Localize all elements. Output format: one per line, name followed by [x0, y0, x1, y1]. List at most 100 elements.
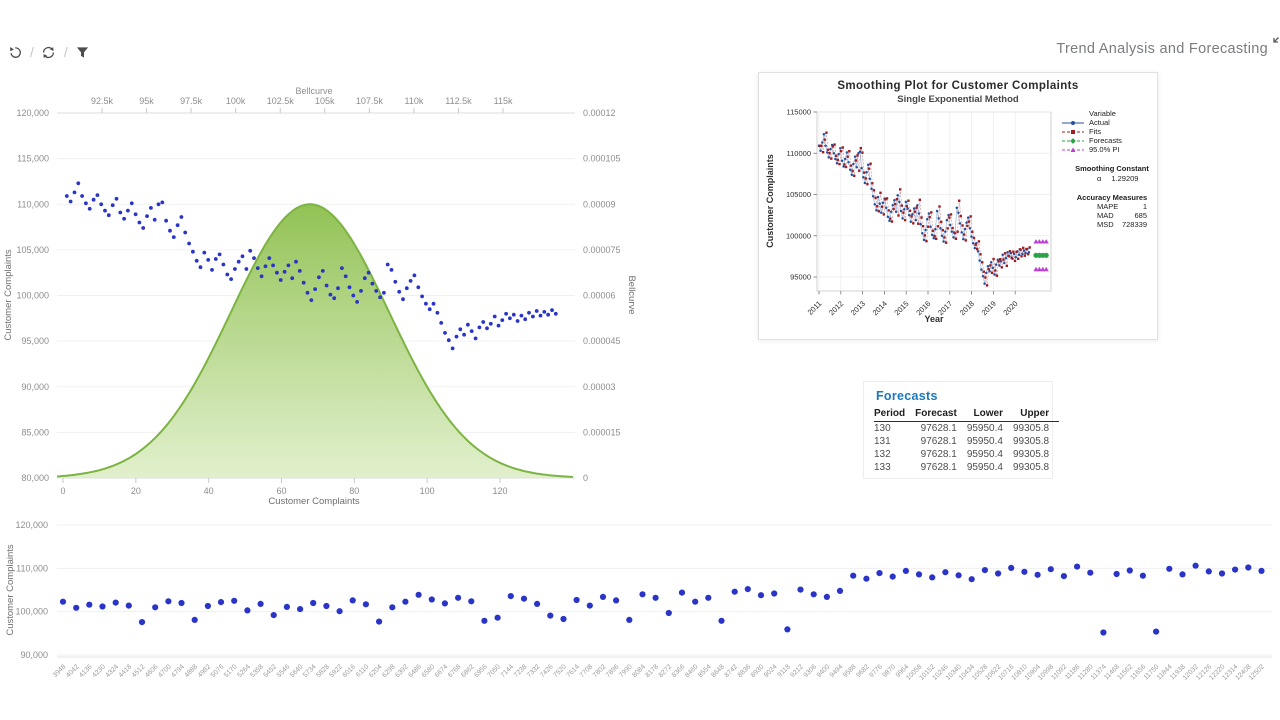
scatter-point[interactable] [221, 262, 226, 267]
scatter-point[interactable] [665, 609, 672, 617]
scatter-point[interactable] [850, 572, 857, 579]
scatter-point[interactable] [194, 258, 199, 263]
scatter-point[interactable] [110, 203, 115, 208]
scatter-point[interactable] [129, 201, 134, 206]
scatter-point[interactable] [320, 269, 325, 273]
scatter-point[interactable] [297, 269, 302, 273]
scatter-point[interactable] [187, 241, 192, 246]
scatter-point[interactable] [955, 572, 962, 579]
scatter-point[interactable] [263, 264, 268, 269]
scatter-point[interactable] [876, 570, 883, 577]
scatter-point[interactable] [450, 346, 455, 351]
scatter-point[interactable] [305, 290, 310, 295]
scatter-point[interactable] [462, 332, 466, 337]
scatter-point[interactable] [468, 598, 475, 605]
scatter-point[interactable] [1021, 568, 1028, 575]
scatter-point[interactable] [313, 287, 317, 291]
scatter-point[interactable] [731, 588, 738, 595]
scatter-point[interactable] [275, 270, 279, 275]
scatter-point[interactable] [435, 310, 440, 315]
scatter-point[interactable] [402, 598, 409, 605]
scatter-point[interactable] [378, 295, 382, 300]
table-row[interactable]: 132 97628.1 95950.4 99305.8 [874, 448, 1059, 461]
scatter-point[interactable] [310, 599, 317, 607]
scatter-point[interactable] [441, 600, 448, 607]
scatter-point[interactable] [278, 278, 283, 282]
scatter-point[interactable] [106, 213, 111, 218]
scatter-point[interactable] [902, 567, 910, 574]
scatter-point[interactable] [252, 256, 256, 260]
scatter-point[interactable] [271, 263, 275, 268]
scatter-point[interactable] [823, 593, 831, 600]
scatter-point[interactable] [889, 573, 896, 580]
scatter-point[interactable] [1139, 572, 1146, 579]
scatter-point[interactable] [586, 602, 593, 609]
scatter-point[interactable] [225, 272, 230, 277]
scatter-point[interactable] [206, 258, 211, 262]
scatter-point[interactable] [171, 235, 176, 240]
scatter-point[interactable] [99, 202, 104, 207]
scatter-point[interactable] [481, 617, 488, 624]
scatter-point[interactable] [523, 317, 528, 322]
scatter-point[interactable] [1245, 564, 1252, 571]
scatter-point[interactable] [678, 589, 686, 596]
scatter-point[interactable] [968, 576, 975, 583]
scatter-point[interactable] [73, 604, 80, 611]
scatter-point[interactable] [213, 257, 218, 261]
scatter-point[interactable] [520, 595, 528, 602]
scatter-point[interactable] [810, 591, 817, 598]
scatter-point[interactable] [915, 571, 923, 578]
scatter-point[interactable] [639, 591, 646, 598]
scatter-point[interactable] [324, 283, 329, 288]
expand-icon[interactable] [1272, 29, 1280, 49]
scatter-point[interactable] [515, 319, 520, 323]
scatter-point[interactable] [542, 310, 547, 314]
scatter-point[interactable] [519, 313, 524, 318]
scatter-point[interactable] [995, 570, 1002, 577]
scatter-point[interactable] [236, 259, 241, 264]
scatter-point[interactable] [370, 281, 375, 286]
table-row[interactable]: 130 97628.1 95950.4 99305.8 [874, 422, 1059, 436]
scatter-point[interactable] [68, 199, 73, 204]
scatter-point[interactable] [229, 277, 234, 281]
scatter-point[interactable] [500, 318, 505, 322]
scatter-point[interactable] [446, 338, 451, 343]
scatter-point[interactable] [504, 311, 508, 316]
scatter-point[interactable] [336, 286, 340, 291]
scatter-point[interactable] [332, 296, 337, 301]
scatter-point[interactable] [103, 208, 107, 213]
scatter-point[interactable] [492, 314, 497, 319]
scatter-point[interactable] [138, 619, 146, 626]
scatter-point[interactable] [178, 599, 185, 607]
scatter-point[interactable] [165, 598, 172, 605]
scatter-point[interactable] [87, 206, 92, 211]
scatter-point[interactable] [534, 600, 541, 607]
scatter-point[interactable] [494, 614, 501, 621]
scatter-point[interactable] [233, 267, 237, 271]
scatter-point[interactable] [317, 275, 321, 280]
scatter-point[interactable] [149, 206, 153, 210]
scatter-point[interactable] [72, 190, 77, 195]
scatter-point[interactable] [420, 294, 424, 299]
scatter-point[interactable] [1100, 629, 1107, 636]
scatter-point[interactable] [692, 598, 699, 605]
scatter-point[interactable] [164, 218, 169, 223]
scatter-point[interactable] [349, 597, 356, 604]
scatter-point[interactable] [439, 321, 444, 325]
scatter-point[interactable] [301, 280, 306, 285]
scatter-point[interactable] [282, 269, 287, 274]
scatter-point[interactable] [757, 592, 765, 599]
scatter-point[interactable] [76, 181, 81, 186]
scatter-point[interactable] [374, 289, 379, 293]
scatter-point[interactable] [328, 292, 333, 297]
scatter-point[interactable] [1153, 628, 1160, 635]
scatter-point[interactable] [560, 615, 567, 623]
scatter-point[interactable] [351, 293, 356, 298]
scatter-point[interactable] [496, 323, 501, 328]
scatter-point[interactable] [1008, 564, 1015, 571]
scatter-point[interactable] [481, 320, 486, 324]
scatter-point[interactable] [376, 618, 383, 625]
scatter-point[interactable] [573, 596, 580, 604]
scatter-point[interactable] [198, 265, 203, 270]
scatter-point[interactable] [836, 587, 844, 594]
